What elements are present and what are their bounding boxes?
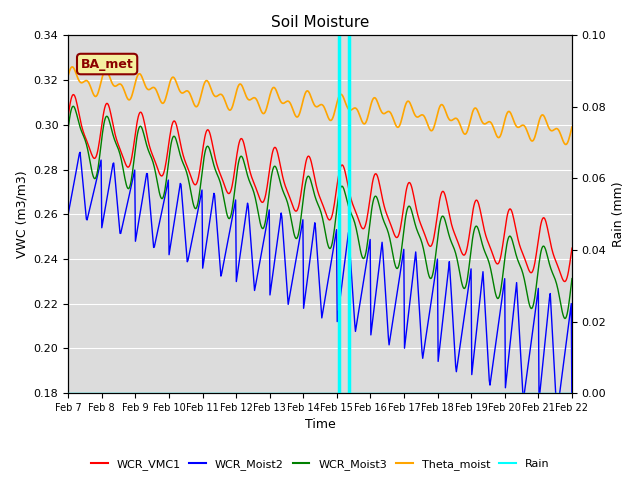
WCR_VMC1 — [204, 127, 211, 132]
WCR_Moist2 — [396, 269, 404, 275]
X-axis label: Time: Time — [305, 419, 335, 432]
WCR_Moist3 — [204, 144, 211, 149]
Theta_moist — [126, 97, 134, 103]
Y-axis label: VWC (m3/m3): VWC (m3/m3) — [15, 170, 28, 258]
Text: BA_met: BA_met — [81, 58, 134, 71]
Rain — [381, 390, 388, 396]
WCR_Moist2 — [74, 162, 81, 168]
WCR_Moist3 — [561, 316, 569, 322]
Rain — [203, 390, 211, 396]
WCR_VMC1 — [74, 106, 82, 111]
WCR_Moist2 — [204, 233, 211, 239]
WCR_Moist3 — [396, 255, 404, 261]
WCR_Moist2 — [177, 181, 185, 187]
WCR_Moist3 — [568, 276, 576, 281]
Theta_moist — [64, 73, 72, 79]
WCR_Moist2 — [381, 291, 389, 297]
WCR_Moist2 — [568, 418, 576, 424]
Y-axis label: Rain (mm): Rain (mm) — [612, 181, 625, 247]
Theta_moist — [396, 121, 404, 127]
WCR_VMC1 — [381, 208, 389, 214]
WCR_Moist3 — [64, 126, 72, 132]
Rain — [74, 390, 81, 396]
WCR_VMC1 — [561, 278, 569, 284]
WCR_Moist2 — [126, 190, 134, 195]
Rain — [125, 390, 133, 396]
WCR_VMC1 — [568, 245, 576, 251]
WCR_VMC1 — [126, 162, 134, 168]
WCR_Moist3 — [126, 184, 134, 190]
Theta_moist — [562, 142, 570, 147]
WCR_Moist3 — [74, 117, 82, 122]
Theta_moist — [568, 124, 576, 130]
Rain — [568, 390, 576, 396]
Theta_moist — [381, 110, 389, 116]
Theta_moist — [204, 78, 211, 84]
WCR_Moist3 — [177, 155, 185, 160]
WCR_Moist3 — [381, 223, 389, 228]
WCR_VMC1 — [396, 226, 404, 231]
WCR_Moist3 — [69, 103, 77, 109]
Line: Theta_moist: Theta_moist — [68, 67, 572, 144]
WCR_VMC1 — [64, 113, 72, 119]
Line: WCR_Moist2: WCR_Moist2 — [68, 152, 572, 421]
WCR_Moist2 — [64, 211, 72, 217]
Line: WCR_Moist3: WCR_Moist3 — [68, 106, 572, 319]
Theta_moist — [177, 90, 185, 96]
Rain — [64, 390, 72, 396]
Line: WCR_VMC1: WCR_VMC1 — [68, 95, 572, 281]
Legend: WCR_VMC1, WCR_Moist2, WCR_Moist3, Theta_moist, Rain: WCR_VMC1, WCR_Moist2, WCR_Moist3, Theta_… — [86, 455, 554, 474]
Theta_moist — [68, 64, 76, 70]
Title: Soil Moisture: Soil Moisture — [271, 15, 369, 30]
WCR_VMC1 — [69, 92, 77, 97]
Rain — [396, 390, 403, 396]
Theta_moist — [74, 75, 82, 81]
Rain — [177, 390, 184, 396]
WCR_VMC1 — [177, 143, 185, 149]
WCR_Moist2 — [76, 149, 84, 155]
